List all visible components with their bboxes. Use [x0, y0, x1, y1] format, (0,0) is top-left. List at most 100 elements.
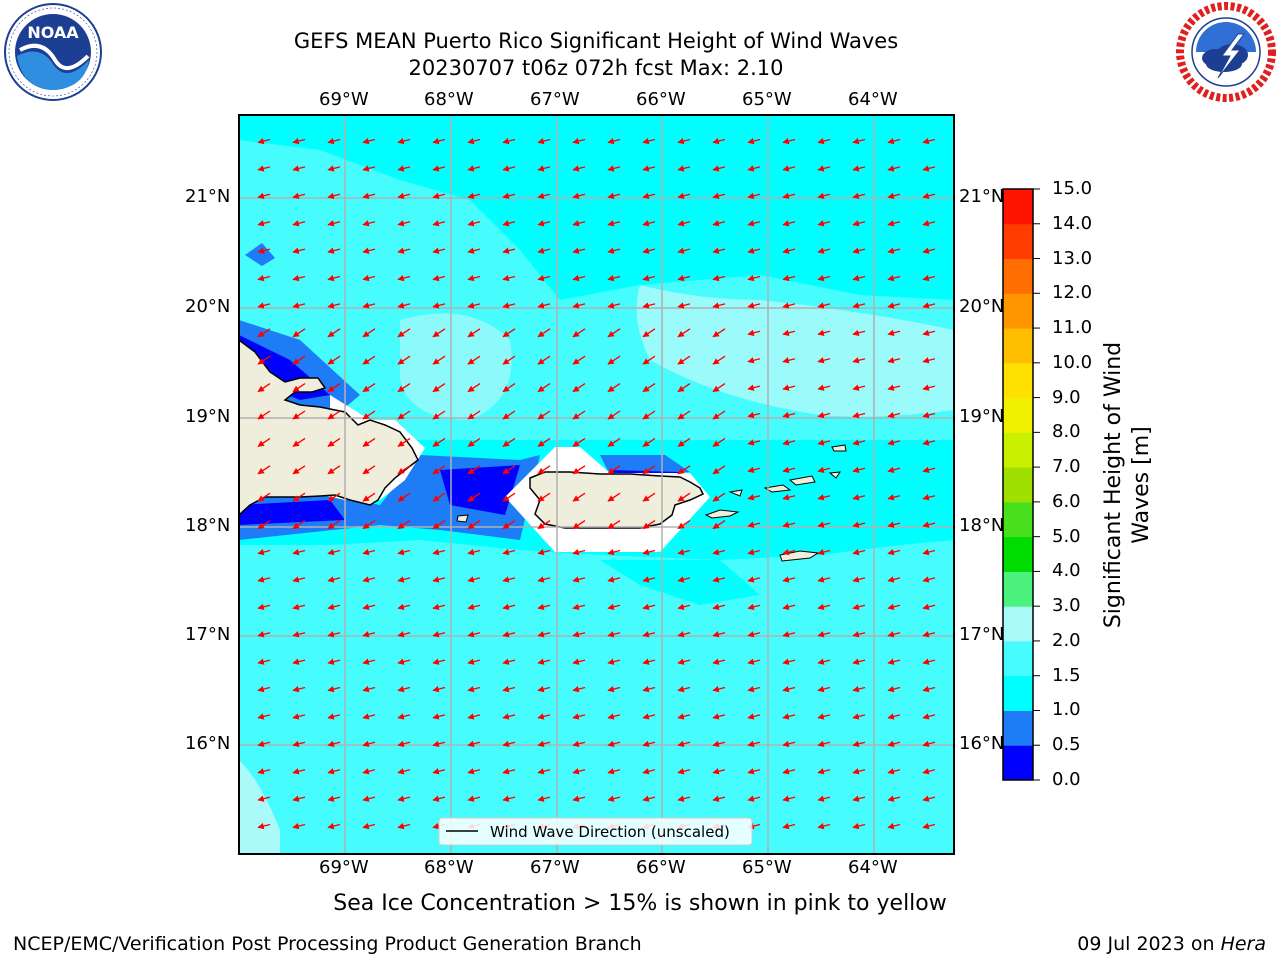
wind-arrow [572, 685, 586, 693]
wind-arrow [747, 192, 761, 200]
wind-arrow [327, 685, 341, 693]
wind-arrow [642, 328, 656, 338]
machine-name: Hera [1220, 933, 1266, 955]
lat-label-left: 20°N [185, 296, 231, 317]
wind-arrow [817, 357, 831, 364]
wind-arrow [712, 713, 726, 720]
wind-arrow [922, 411, 936, 419]
wind-arrow [677, 492, 691, 502]
contour-1-1.5m [239, 115, 954, 300]
wind-arrow [362, 492, 376, 502]
lat-label-right: 18°N [959, 515, 1005, 536]
wind-arrow [642, 247, 656, 254]
colorbar-bin [1003, 223, 1033, 260]
wind-arrow [572, 274, 586, 282]
wind-arrow [502, 410, 516, 420]
wind-arrow [852, 302, 866, 309]
wind-arrow [922, 822, 936, 830]
wind-arrow [712, 328, 726, 338]
wind-arrow [677, 383, 691, 393]
wind-arrow [292, 437, 306, 447]
culebra-island [728, 489, 743, 497]
colorbar-bin [1003, 745, 1033, 781]
wind-arrow [887, 274, 901, 282]
wind-arrow [397, 355, 411, 365]
colorbar-bin [1003, 189, 1033, 225]
wind-arrow [397, 437, 411, 447]
wind-arrow [502, 576, 516, 583]
wind-arrow [607, 685, 621, 693]
colorbar-tick-label: 14.0 [1052, 212, 1093, 234]
wind-arrow [817, 302, 831, 309]
contour-1.5-2m-sw [239, 760, 280, 854]
lon-label-top: 67°W [530, 89, 580, 110]
wind-arrow [257, 492, 271, 502]
wind-arrow [677, 520, 691, 530]
wind-arrow [817, 384, 831, 391]
wind-arrow [852, 165, 866, 172]
wind-arrow [712, 795, 726, 802]
wind-arrow [292, 165, 306, 172]
wind-arrow [572, 465, 586, 475]
date-text: 09 Jul 2023 on [1077, 933, 1221, 955]
wind-arrow [607, 520, 621, 530]
colorbar-bin [1003, 606, 1033, 642]
wind-arrow [642, 492, 656, 502]
wind-arrow [747, 274, 761, 282]
wind-arrow [852, 411, 866, 419]
wind-arrow [502, 192, 516, 200]
colorbar-tick-label: 11.0 [1052, 317, 1093, 339]
wind-arrow [292, 383, 306, 393]
wind-arrow [362, 520, 376, 530]
wind-arrow [397, 658, 411, 665]
wind-arrow [327, 274, 341, 282]
lat-label-right: 20°N [959, 296, 1005, 317]
wind-arrow [642, 137, 656, 145]
noaa-logo-text: NOAA [27, 23, 79, 42]
wind-arrow [292, 603, 306, 611]
wind-arrow [537, 220, 551, 227]
wind-arrow [817, 822, 831, 830]
wind-arrow [747, 713, 761, 720]
wind-arrow [817, 740, 831, 748]
wind-arrow [362, 548, 376, 556]
contour-0.5-1m-north [600, 455, 690, 475]
wind-arrow [432, 383, 446, 393]
wind-arrow [502, 795, 516, 802]
wind-arrow [852, 192, 866, 200]
colorbar-tick-label: 3.0 [1052, 595, 1081, 617]
wind-arrow [642, 355, 656, 365]
wind-arrow [922, 631, 936, 638]
wind-arrow [887, 795, 901, 802]
wind-arrow [642, 685, 656, 693]
lon-label-top: 68°W [424, 89, 474, 110]
lat-label-left: 18°N [185, 515, 231, 536]
wind-arrow [677, 274, 691, 282]
wind-arrow [537, 795, 551, 802]
wind-arrow [642, 520, 656, 530]
wind-arrow [922, 521, 936, 528]
wind-arrow [362, 685, 376, 693]
wind-arrow [292, 302, 306, 309]
contour-0.5-1m-islet [245, 243, 275, 266]
wind-arrow [642, 576, 656, 583]
wind-arrow [922, 795, 936, 802]
wind-arrow [292, 328, 306, 338]
wind-arrow [817, 631, 831, 638]
wind-arrow [397, 137, 411, 145]
wind-arrow [922, 548, 936, 556]
wind-arrow [537, 548, 551, 556]
wind-arrow [397, 302, 411, 309]
vieques-island [704, 509, 740, 519]
wind-arrow [432, 795, 446, 802]
wind-arrow [607, 713, 621, 720]
wind-arrow [432, 247, 446, 254]
wind-arrow [572, 165, 586, 172]
wind-arrow [747, 548, 761, 556]
wind-arrow [887, 220, 901, 227]
wind-arrow [607, 492, 621, 502]
wind-arrow [677, 713, 691, 720]
wind-arrow [572, 437, 586, 447]
wind-arrow [537, 658, 551, 665]
wind-arrow [887, 329, 901, 337]
